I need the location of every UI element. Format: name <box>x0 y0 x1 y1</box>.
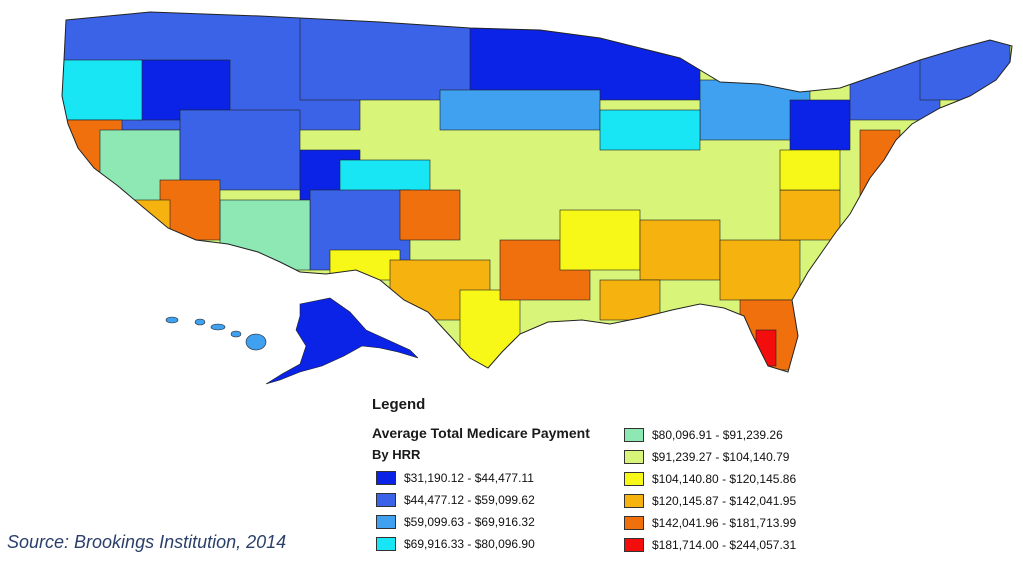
us-outline <box>61 11 1013 373</box>
hrr-region <box>779 189 841 241</box>
legend-range-label: $91,239.27 - $104,140.79 <box>652 450 790 464</box>
legend-swatch <box>376 493 396 507</box>
legend-range-label: $181,714.00 - $244,057.31 <box>652 538 797 552</box>
legend-item: $91,239.27 - $104,140.79 <box>624 448 789 466</box>
legend-item: $69,916.33 - $80,096.90 <box>376 535 535 553</box>
legend-subtitle-by-hrr: By HRR <box>372 447 421 462</box>
legend-swatch <box>624 494 644 508</box>
hrr-region <box>299 12 481 101</box>
legend-swatch <box>624 450 644 464</box>
hawaii-region <box>165 316 267 351</box>
hrr-region <box>119 199 171 241</box>
hrr-region <box>639 219 721 281</box>
hrr-region <box>599 279 661 321</box>
legend-range-label: $80,096.91 - $91,239.26 <box>652 428 783 442</box>
hrr-region <box>719 239 801 301</box>
legend-item: $44,477.12 - $59,099.62 <box>376 491 535 509</box>
legend-range-label: $120,145.87 - $142,041.95 <box>652 494 797 508</box>
hrr-region <box>789 99 851 151</box>
legend-item: $142,041.96 - $181,713.99 <box>624 514 796 532</box>
hrr-region <box>399 189 461 241</box>
hrr-region <box>779 149 841 191</box>
map-legend: Legend Average Total Medicare Payment By… <box>372 394 832 562</box>
legend-range-label: $59,099.63 - $69,916.32 <box>404 515 535 529</box>
legend-swatch <box>624 538 644 552</box>
source-caption: Source: Brookings Institution, 2014 <box>7 532 287 552</box>
legend-title: Legend <box>372 396 426 413</box>
hrr-region <box>469 12 701 101</box>
hrr-region <box>62 59 143 121</box>
legend-item: $59,099.63 - $69,916.32 <box>376 513 535 531</box>
hrr-region <box>439 89 601 131</box>
legend-item: $104,140.80 - $120,145.86 <box>624 470 796 488</box>
legend-subtitle: Average Total Medicare Payment <box>372 425 590 441</box>
legend-swatch <box>624 472 644 486</box>
legend-item: $31,190.12 - $44,477.11 <box>376 469 534 487</box>
hrr-region <box>219 199 311 271</box>
legend-range-label: $142,041.96 - $181,713.99 <box>652 516 797 530</box>
hrr-region <box>329 249 401 281</box>
hrr-region <box>459 289 521 371</box>
legend-range-label: $69,916.33 - $80,096.90 <box>404 537 535 551</box>
legend-item: $181,714.00 - $244,057.31 <box>624 536 796 554</box>
hrr-region <box>599 109 701 151</box>
legend-swatch <box>624 428 644 442</box>
legend-range-label: $104,140.80 - $120,145.86 <box>652 472 797 486</box>
legend-swatch <box>376 471 396 485</box>
legend-swatch <box>624 516 644 530</box>
legend-item: $80,096.91 - $91,239.26 <box>624 426 783 444</box>
hrr-choropleth-map <box>61 11 1013 385</box>
hrr-region <box>559 209 641 271</box>
legend-range-label: $44,477.12 - $59,099.62 <box>404 493 535 507</box>
alaska-region <box>265 297 419 385</box>
legend-swatch <box>376 537 396 551</box>
legend-item: $120,145.87 - $142,041.95 <box>624 492 796 510</box>
hrr-region <box>179 109 301 191</box>
legend-range-label: $31,190.12 - $44,477.11 <box>404 471 534 485</box>
legend-swatch <box>376 515 396 529</box>
hrr-region <box>919 39 1011 101</box>
